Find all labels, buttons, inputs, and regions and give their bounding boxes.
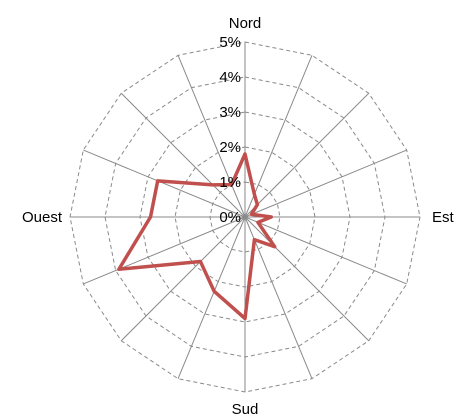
spoke-ENE: [244, 149, 407, 218]
spoke-WSW: [83, 216, 246, 285]
tick-label-5: 5%: [219, 34, 241, 51]
tick-label-3: 3%: [219, 104, 241, 121]
spoke-ESE: [244, 216, 407, 285]
radial-tick-labels: 0% 1% 2% 3% 4% 5%: [219, 34, 241, 226]
direction-label-nord: Nord: [229, 15, 262, 32]
grid-ring-3: [139, 111, 351, 323]
direction-labels: Nord Est Sud Ouest: [22, 15, 455, 418]
direction-label-ouest: Ouest: [22, 209, 63, 226]
spoke-NE: [244, 92, 370, 218]
radar-series: [117, 152, 277, 321]
spoke-NW: [120, 92, 246, 218]
spoke-SSE: [244, 216, 313, 379]
tick-label-2: 2%: [219, 139, 241, 156]
grid-ring-5: [69, 41, 421, 393]
direction-label-est: Est: [432, 209, 455, 226]
radar-grid: [69, 41, 421, 393]
tick-label-1: 1%: [219, 174, 241, 191]
spoke-SE: [244, 216, 370, 342]
grid-ring-4: [104, 76, 386, 358]
spoke-SW: [120, 216, 246, 342]
direction-label-sud: Sud: [232, 401, 259, 418]
grid-ring-1: [209, 181, 281, 253]
series-line-0: [117, 152, 277, 321]
tick-label-4: 4%: [219, 69, 241, 86]
spoke-SSW: [177, 216, 246, 379]
spoke-NNE: [244, 55, 313, 218]
tick-label-0: 0%: [219, 209, 241, 226]
spoke-WNW: [83, 149, 246, 218]
spoke-NNW: [177, 55, 246, 218]
